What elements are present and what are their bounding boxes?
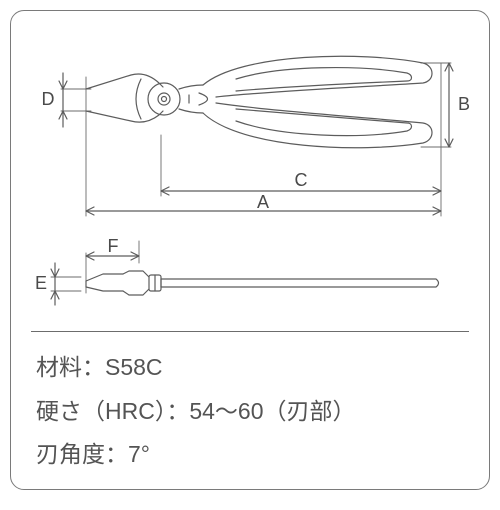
technical-drawing: D B C A E F [31,31,471,321]
spec-material: 材料：S58C [36,346,356,390]
spec-hardness: 硬さ（HRC）：54〜60（刃部） [36,390,356,434]
dim-label-c: C [295,170,308,190]
dim-label-d: D [42,89,55,109]
divider [31,331,469,332]
spec-card: D B C A E F 材料：S58C 硬さ（HRC）：54〜60（刃部） 刃角… [10,10,490,490]
dim-label-e: E [35,273,47,293]
spec-text: 材料：S58C 硬さ（HRC）：54〜60（刃部） 刃角度：7° [36,346,356,477]
dim-label-f: F [108,236,119,256]
dim-label-a: A [257,192,269,212]
dim-label-b: B [458,94,470,114]
spec-angle: 刃角度：7° [36,433,356,477]
